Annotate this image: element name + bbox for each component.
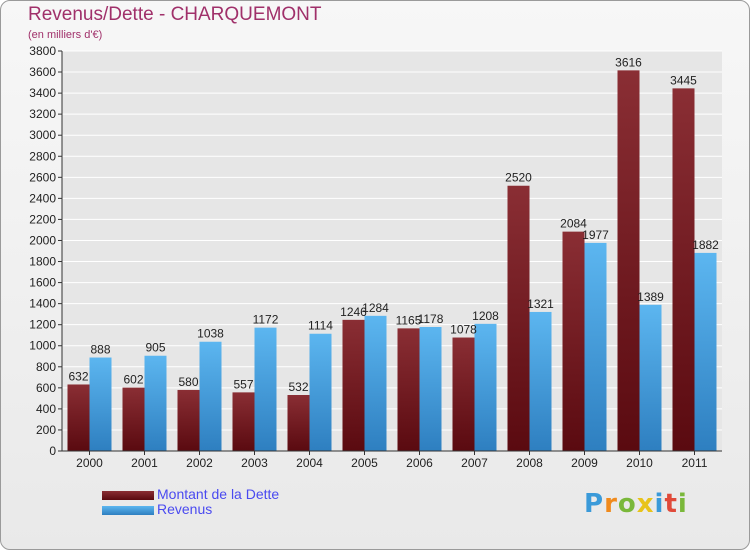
x-tick-label-2003: 2003 — [241, 456, 268, 470]
logo-letter: i — [654, 489, 665, 519]
y-tick-label: 1200 — [29, 318, 56, 332]
logo-letter: o — [617, 489, 637, 519]
y-tick-label: 600 — [36, 381, 56, 395]
bar-revenue-2003 — [254, 327, 277, 451]
x-tick-label-2005: 2005 — [351, 456, 378, 470]
bar-debt-2011 — [672, 88, 695, 452]
x-tick-label-2006: 2006 — [406, 456, 433, 470]
y-tick-label: 0 — [49, 444, 56, 458]
y-tick-label: 1600 — [29, 276, 56, 290]
data-label-revenue-2011: 1882 — [692, 238, 719, 252]
bar-revenue-2005 — [364, 315, 387, 451]
data-label-revenue-2003: 1172 — [253, 313, 279, 327]
bar-debt-2001 — [122, 387, 145, 451]
y-tick-label: 2200 — [29, 212, 56, 226]
chart-title: Revenus/Dette - CHARQUEMONT — [28, 4, 322, 25]
data-label-debt-2005: 1246 — [340, 305, 367, 319]
data-label-revenue-2007: 1208 — [472, 309, 499, 323]
data-label-debt-2000: 632 — [68, 369, 88, 383]
y-tick-label: 2600 — [29, 170, 56, 184]
y-tick-label: 2800 — [29, 149, 56, 163]
bar-debt-2008 — [507, 185, 530, 451]
data-label-revenue-2006: 1178 — [418, 312, 444, 326]
data-label-revenue-2005: 1284 — [362, 301, 389, 315]
data-label-debt-2006: 1165 — [396, 313, 422, 327]
data-label-debt-2003: 557 — [233, 377, 253, 391]
bar-debt-2005 — [342, 319, 365, 451]
bar-revenue-2011 — [694, 252, 717, 451]
data-label-debt-2010: 3616 — [615, 55, 642, 69]
bar-debt-2009 — [562, 231, 585, 451]
bar-revenue-2007 — [474, 323, 497, 451]
y-tick-label: 3400 — [29, 86, 56, 100]
y-tick-label: 400 — [36, 402, 56, 416]
x-tick-label-2010: 2010 — [626, 456, 653, 470]
proxiti-logo: Proxiti — [584, 489, 688, 519]
y-tick-label: 3800 — [29, 44, 56, 58]
data-label-debt-2002: 580 — [178, 375, 198, 389]
bar-revenue-2000 — [89, 357, 112, 451]
y-tick-label: 200 — [36, 423, 56, 437]
x-tick-label-2011: 2011 — [682, 456, 708, 470]
legend-swatch-revenue — [102, 506, 154, 515]
bar-revenue-2010 — [639, 304, 662, 451]
data-label-revenue-2008: 1321 — [527, 297, 554, 311]
y-tick-label: 2400 — [29, 191, 56, 205]
x-tick-label-2007: 2007 — [461, 456, 488, 470]
bar-debt-2004 — [287, 395, 310, 451]
bar-revenue-2001 — [144, 355, 167, 451]
y-tick-label: 1800 — [29, 255, 56, 269]
y-tick-label: 3600 — [29, 65, 56, 79]
x-tick-label-2000: 2000 — [76, 456, 103, 470]
logo-letter: t — [664, 489, 678, 519]
bar-debt-2003 — [232, 392, 255, 451]
data-label-revenue-2000: 888 — [90, 343, 110, 357]
x-tick-label-2004: 2004 — [296, 456, 323, 470]
data-label-debt-2008: 2520 — [505, 171, 532, 185]
bar-revenue-2006 — [419, 327, 442, 451]
legend-label-debt: Montant de la Dette — [157, 486, 280, 502]
bar-debt-2000 — [67, 384, 90, 451]
y-tick-label: 800 — [36, 360, 56, 374]
legend-label-revenue: Revenus — [157, 501, 213, 517]
data-label-revenue-2004: 1114 — [308, 319, 333, 333]
x-tick-label-2008: 2008 — [516, 456, 543, 470]
logo-letter: i — [677, 489, 688, 519]
bar-debt-2010 — [617, 70, 640, 452]
data-label-debt-2007: 1078 — [450, 323, 477, 337]
bar-revenue-2008 — [529, 311, 552, 451]
logo-letter: P — [584, 489, 605, 519]
data-label-revenue-2002: 1038 — [197, 327, 224, 341]
x-tick-label-2009: 2009 — [571, 456, 598, 470]
legend-swatch-debt — [102, 491, 154, 500]
data-label-revenue-2009: 1977 — [582, 228, 609, 242]
data-label-debt-2009: 2084 — [560, 217, 587, 231]
y-tick-label: 3200 — [29, 107, 56, 121]
x-tick-label-2001: 2001 — [131, 456, 158, 470]
data-label-revenue-2010: 1389 — [637, 290, 664, 304]
y-tick-label: 1400 — [29, 297, 56, 311]
logo-letter: r — [604, 489, 618, 519]
bar-debt-2002 — [177, 389, 200, 451]
chart-subtitle: (en milliers d'€) — [28, 29, 103, 41]
bar-debt-2006 — [397, 328, 420, 451]
logo-letter: x — [636, 489, 655, 519]
y-tick-label: 3000 — [29, 128, 56, 142]
bar-revenue-2002 — [199, 341, 222, 451]
y-tick-label: 1000 — [29, 339, 56, 353]
data-label-debt-2004: 532 — [288, 380, 308, 394]
x-tick-label-2002: 2002 — [186, 456, 213, 470]
data-label-revenue-2001: 905 — [145, 341, 165, 355]
data-label-debt-2011: 3445 — [670, 73, 697, 87]
bar-debt-2007 — [452, 337, 475, 451]
data-label-debt-2001: 602 — [123, 373, 143, 387]
bar-revenue-2009 — [584, 242, 607, 451]
bar-revenue-2004 — [309, 333, 332, 451]
plot-area — [62, 51, 722, 451]
y-tick-label: 2000 — [29, 233, 56, 247]
